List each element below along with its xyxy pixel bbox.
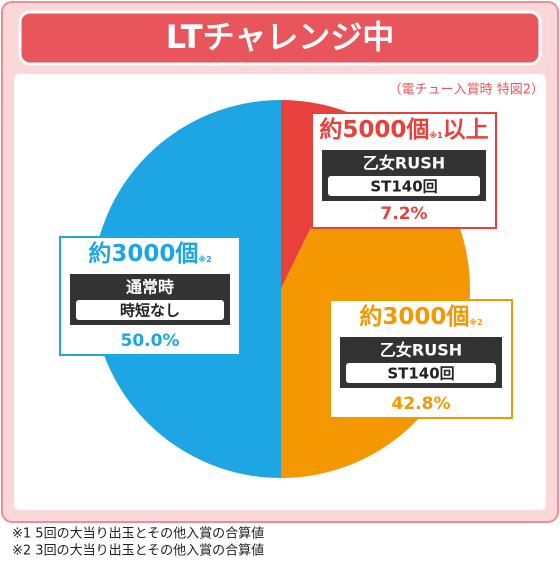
note-mark: ※1 — [429, 130, 443, 140]
title-banner — [18, 10, 542, 66]
amount-label: 約3000個※2 — [359, 303, 482, 330]
detail-label: 時短なし — [120, 302, 180, 320]
mode-label: 乙女RUSH — [380, 341, 462, 360]
amount: 約3000個 — [359, 303, 469, 330]
detail-label: ST140回 — [370, 178, 437, 196]
suffix: 以上 — [443, 117, 489, 143]
amount: 約5000個 — [319, 116, 429, 143]
amount-label: 約3000個※2 — [88, 240, 211, 267]
value-label: 50.0% — [121, 331, 180, 351]
amount: 約3000個 — [88, 240, 198, 267]
detail-panel — [328, 176, 480, 196]
value-label: 42.8% — [392, 394, 451, 414]
amount-label: 約5000個※1以上 — [319, 116, 488, 143]
footnote: ※2 3回の大当り出玉とその他入賞の合算値 — [12, 543, 264, 559]
note-mark: ※2 — [469, 317, 482, 327]
subtitle: （電チュー入賞時 特図2） — [389, 83, 544, 98]
mode-label: 乙女RUSH — [363, 154, 445, 173]
detail-label: ST140回 — [387, 365, 454, 383]
footnote: ※1 5回の大当り出玉とその他入賞の合算値 — [12, 526, 264, 542]
detail-panel — [76, 300, 224, 320]
detail-panel — [346, 363, 496, 383]
chart-title: LTチャレンジ中 — [166, 18, 395, 56]
mode-label: 通常時 — [126, 278, 174, 297]
value-label: 7.2% — [380, 204, 427, 224]
note-mark: ※2 — [198, 254, 211, 264]
